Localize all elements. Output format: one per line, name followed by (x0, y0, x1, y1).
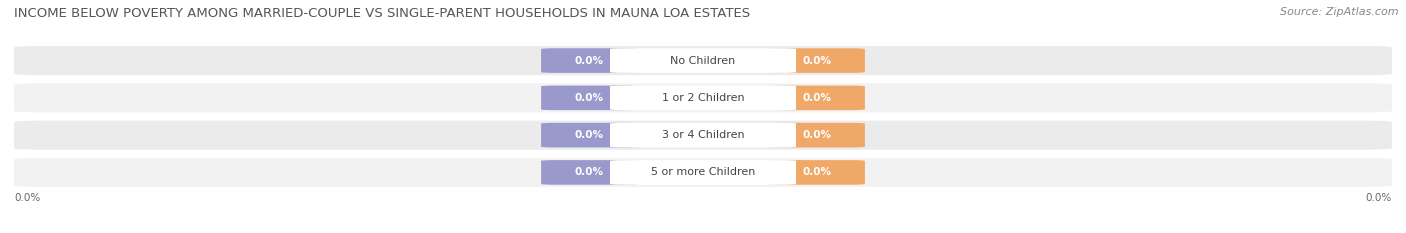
Text: 5 or more Children: 5 or more Children (651, 168, 755, 177)
FancyBboxPatch shape (14, 46, 1392, 75)
FancyBboxPatch shape (610, 48, 796, 73)
FancyBboxPatch shape (769, 48, 865, 73)
Text: 0.0%: 0.0% (575, 168, 603, 177)
Text: 3 or 4 Children: 3 or 4 Children (662, 130, 744, 140)
FancyBboxPatch shape (14, 121, 1392, 150)
Text: No Children: No Children (671, 56, 735, 65)
FancyBboxPatch shape (610, 123, 796, 147)
Text: 0.0%: 0.0% (803, 130, 831, 140)
Text: 0.0%: 0.0% (575, 56, 603, 65)
Text: 0.0%: 0.0% (14, 193, 41, 203)
FancyBboxPatch shape (541, 123, 637, 147)
Text: INCOME BELOW POVERTY AMONG MARRIED-COUPLE VS SINGLE-PARENT HOUSEHOLDS IN MAUNA L: INCOME BELOW POVERTY AMONG MARRIED-COUPL… (14, 7, 751, 20)
Text: 0.0%: 0.0% (1365, 193, 1392, 203)
FancyBboxPatch shape (610, 86, 796, 110)
FancyBboxPatch shape (610, 160, 796, 185)
Text: 1 or 2 Children: 1 or 2 Children (662, 93, 744, 103)
FancyBboxPatch shape (14, 83, 1392, 112)
FancyBboxPatch shape (541, 160, 637, 185)
Text: 0.0%: 0.0% (803, 93, 831, 103)
FancyBboxPatch shape (769, 86, 865, 110)
FancyBboxPatch shape (769, 123, 865, 147)
FancyBboxPatch shape (541, 86, 637, 110)
FancyBboxPatch shape (769, 160, 865, 185)
Text: 0.0%: 0.0% (575, 130, 603, 140)
FancyBboxPatch shape (541, 48, 637, 73)
Text: 0.0%: 0.0% (575, 93, 603, 103)
Text: 0.0%: 0.0% (803, 168, 831, 177)
FancyBboxPatch shape (14, 158, 1392, 187)
Text: 0.0%: 0.0% (803, 56, 831, 65)
Text: Source: ZipAtlas.com: Source: ZipAtlas.com (1281, 7, 1399, 17)
